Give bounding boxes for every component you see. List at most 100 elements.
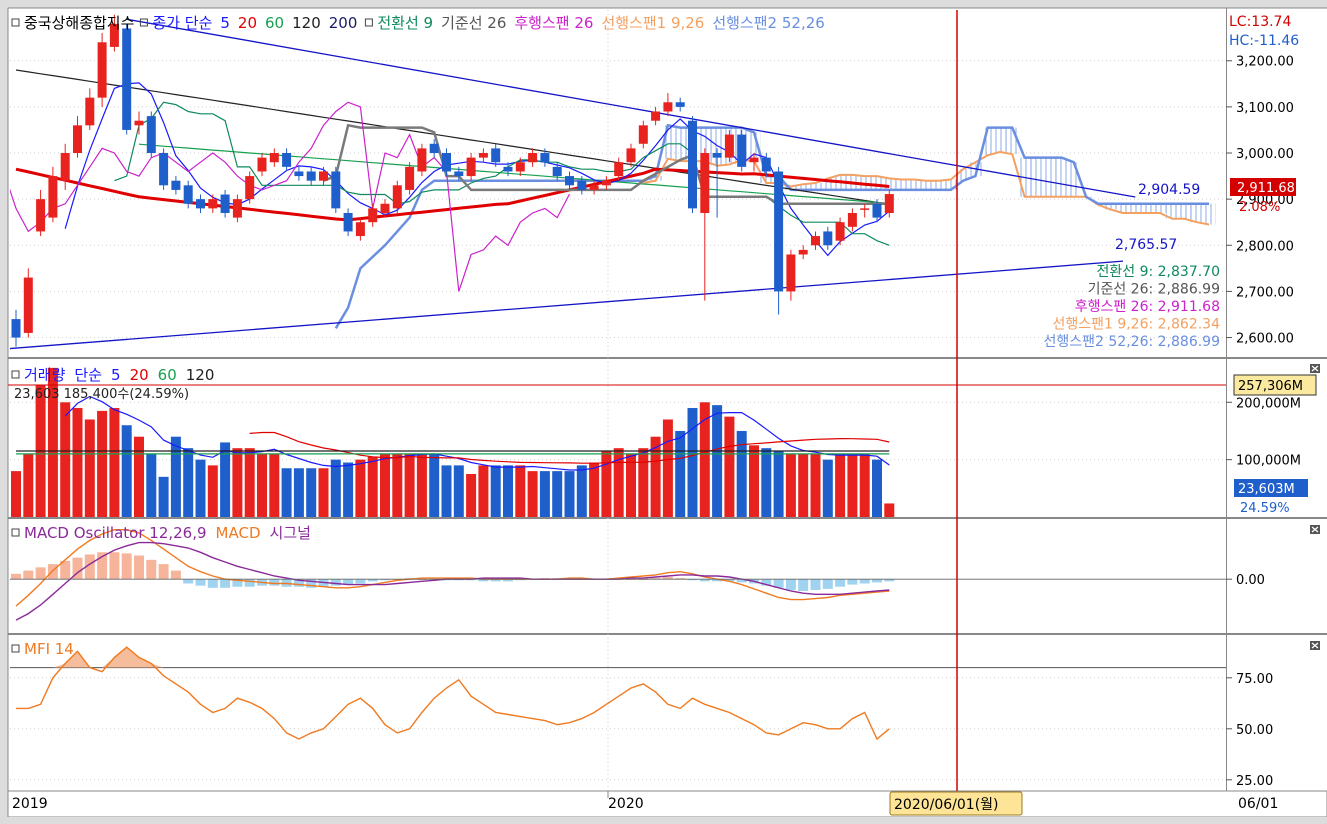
candle-body: [614, 162, 624, 177]
candle-body: [306, 171, 316, 181]
macd-oscillator-bar: [798, 579, 809, 592]
candle-body: [343, 212, 353, 232]
close-icon[interactable]: [1310, 364, 1320, 373]
volume-bar: [60, 402, 71, 517]
sma20-line: [15, 167, 890, 222]
volume-bar: [687, 408, 698, 517]
candle-body: [712, 153, 722, 158]
macd-oscillator-bar: [490, 579, 501, 582]
candle-body: [196, 199, 205, 209]
ichimoku-cloud-segment: [1178, 203, 1192, 219]
close-icon[interactable]: [1310, 641, 1320, 650]
macd-oscillator-bar: [884, 579, 895, 582]
candle-body: [478, 153, 488, 158]
legend-item: 선행스팬2 52,26: [712, 14, 824, 32]
candle-body: [97, 42, 107, 98]
last-volume-label: 23,603M: [1238, 482, 1295, 497]
ichimoku-cloud-segment: [1202, 203, 1216, 225]
candle-body: [651, 111, 661, 121]
candle-body: [454, 171, 464, 177]
macd-oscillator-bar: [306, 579, 317, 588]
candle-body: [282, 153, 292, 167]
macd-oscillator-bar: [675, 578, 686, 580]
axis-tick-label: 3,100.00: [1236, 101, 1294, 116]
price-pane[interactable]: [0, 14, 1216, 350]
candle-body: [737, 134, 747, 167]
candle-body: [220, 194, 230, 213]
macd-oscillator-bar: [355, 579, 366, 584]
volume-subtitle: 23,603 185,400수(24.59%): [14, 387, 189, 402]
candle-body: [528, 153, 538, 163]
volume-bar: [847, 453, 858, 517]
ichimoku-cloud-segment: [1055, 157, 1069, 197]
last-price-label: 2,911.68: [1237, 181, 1295, 196]
volume-bar: [47, 367, 58, 517]
last-volume-pct: 24.59%: [1240, 501, 1290, 516]
axis-tick-label: 200,000M: [1236, 396, 1301, 411]
volume-pane[interactable]: [11, 367, 895, 517]
ichimoku-cloud-segment: [809, 183, 823, 190]
volume-bar: [121, 425, 132, 517]
volume-bar: [429, 453, 440, 517]
macd-oscillator-bar: [72, 557, 83, 580]
volume-reference-label: 257,306M: [1238, 379, 1303, 394]
volume-bar: [699, 402, 710, 517]
macd-line: [15, 529, 890, 607]
candle-body: [245, 176, 255, 200]
candle-body: [380, 203, 390, 213]
volume-bar: [810, 453, 821, 517]
sma120-line: [15, 69, 890, 205]
volume-bar: [343, 462, 354, 517]
macd-oscillator-bar: [232, 579, 243, 587]
candle-body: [811, 236, 820, 246]
macd-oscillator-bar: [207, 579, 218, 588]
candle-body: [417, 148, 427, 172]
bottom-strip: [0, 817, 1327, 824]
legend-item: 후행스팬 26: [514, 14, 593, 32]
candle-body: [761, 157, 771, 172]
last-price-box: [1230, 178, 1296, 196]
volume-bar: [269, 453, 280, 517]
macd-oscillator-bar: [60, 560, 71, 580]
macd-pane[interactable]: [10, 529, 1226, 621]
volume-bar: [503, 465, 513, 517]
volume-bar: [72, 408, 83, 517]
candle-body: [257, 157, 267, 172]
candle-body: [60, 153, 70, 181]
macd-oscillator-bar: [712, 579, 723, 582]
ichimoku-cloud-segment: [1104, 203, 1118, 210]
volume-bar: [576, 465, 587, 517]
volume-bar: [761, 448, 772, 517]
volume-bar: [466, 473, 477, 517]
macd-oscillator-bar: [183, 579, 194, 584]
volume-bar: [146, 453, 157, 517]
volume-bar: [380, 453, 390, 517]
macd-oscillator-bar: [158, 564, 169, 580]
legend-item: 20: [130, 366, 149, 384]
ichimoku-cloud-segment: [821, 178, 835, 190]
macd-oscillator-bar: [650, 578, 661, 580]
ichimoku-cloud-segment: [1043, 157, 1056, 197]
legend-item: 60: [265, 14, 284, 32]
candle-body: [626, 148, 636, 163]
ichimoku-cloud-segment: [870, 176, 884, 190]
candle-body: [491, 148, 501, 163]
candle-body: [552, 166, 562, 177]
time-axis-label: 2019: [12, 796, 48, 812]
candle-body: [847, 212, 857, 227]
macd-oscillator-bar: [662, 577, 673, 580]
ichimoku-cloud-segment: [944, 179, 958, 190]
axis-tick-label: 3,200.00: [1236, 55, 1294, 70]
volume-bar: [293, 468, 304, 517]
volume-bar: [552, 471, 563, 517]
candle-body: [368, 208, 378, 223]
trendline-label: 2,765.57: [1115, 237, 1177, 253]
volume-bar: [84, 419, 95, 517]
close-icon[interactable]: [1310, 525, 1320, 534]
candle-body: [675, 102, 685, 107]
candle-body: [601, 180, 611, 186]
mfi-pane[interactable]: [10, 646, 1226, 741]
macd-oscillator-bar: [97, 552, 108, 580]
